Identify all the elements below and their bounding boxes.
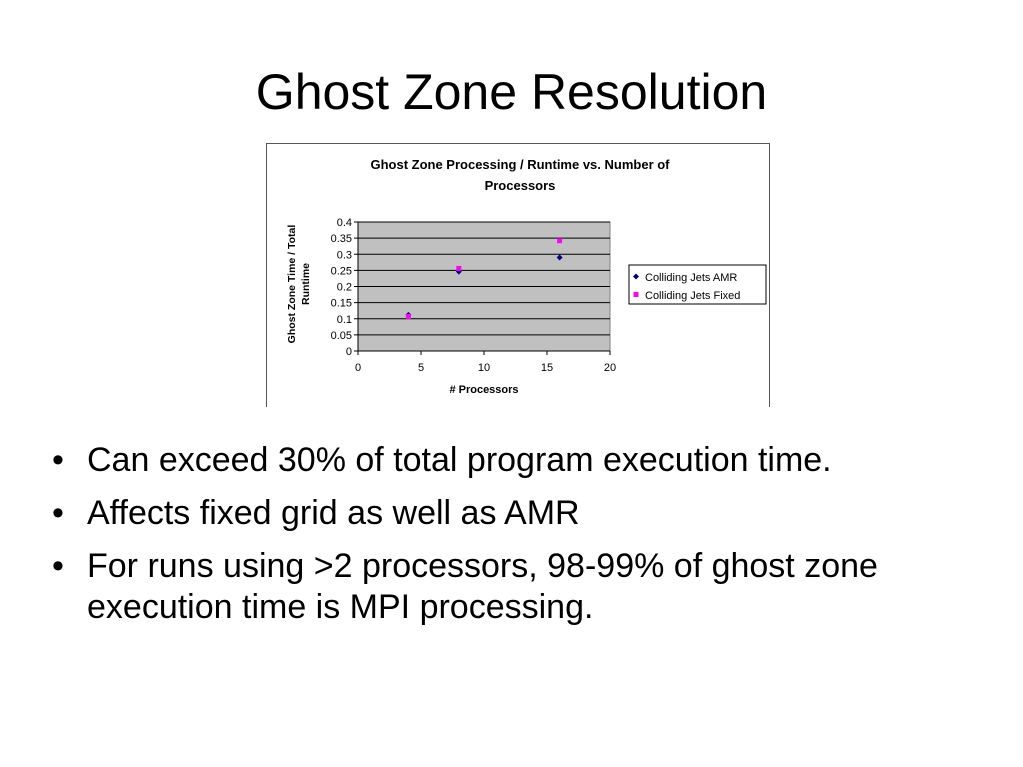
x-tick-labels: 0 5 10 15 20 bbox=[355, 362, 616, 374]
legend-box bbox=[628, 264, 767, 305]
bullet-dot: • bbox=[52, 494, 64, 532]
y-tick-label: 0.25 bbox=[331, 265, 352, 277]
x-tick-label: 5 bbox=[418, 362, 424, 374]
y-axis-label-line-1: Ghost Zone Time / Total bbox=[286, 225, 298, 344]
bullet-list: • Can exceed 30% of total program executi… bbox=[52, 440, 982, 640]
data-point-amr bbox=[556, 254, 563, 261]
y-tick-label: 0.2 bbox=[337, 282, 352, 294]
legend: Colliding Jets AMR Colliding Jets Fixed bbox=[628, 264, 767, 305]
y-tick-label: 0.4 bbox=[337, 217, 352, 229]
y-tick-label: 0.05 bbox=[331, 330, 352, 342]
bullet-text: Can exceed 30% of total program executio… bbox=[87, 441, 832, 479]
bullet-text: Affects fixed grid as well as AMR bbox=[87, 494, 580, 532]
chart-title-line-2: Processors bbox=[485, 178, 556, 193]
x-tick-label: 0 bbox=[355, 362, 361, 374]
legend-marker-amr bbox=[633, 273, 639, 280]
bullet-dot: • bbox=[52, 547, 64, 585]
y-tick-label: 0.3 bbox=[337, 249, 352, 261]
y-tick-label: 0.35 bbox=[331, 233, 352, 245]
y-tick-labels: 0 0.05 0.1 0.15 0.2 0.25 0.3 0.35 0.4 bbox=[331, 217, 352, 358]
x-axis-label: # Processors bbox=[449, 384, 518, 396]
chart-container: Ghost Zone Processing / Runtime vs. Numb… bbox=[266, 143, 770, 407]
grid-lines bbox=[354, 221, 611, 355]
data-point-fixed bbox=[405, 313, 411, 319]
scatter-chart: Ghost Zone Processing / Runtime vs. Numb… bbox=[286, 157, 767, 396]
y-tick-label: 0.15 bbox=[331, 298, 352, 310]
x-tick-label: 15 bbox=[541, 362, 553, 374]
bullet-item: • For runs using >2 processors, 98-99% of… bbox=[52, 546, 982, 628]
y-tick-label: 0 bbox=[346, 346, 352, 358]
legend-label-amr: Colliding Jets AMR bbox=[645, 272, 737, 284]
slide-title: Ghost Zone Resolution bbox=[255, 64, 768, 120]
bullet-item: • Can exceed 30% of total program executi… bbox=[52, 440, 982, 481]
bullet-text: For runs using >2 processors, 98-99% of … bbox=[87, 547, 878, 626]
data-point-fixed bbox=[557, 238, 563, 244]
bullet-item: • Affects fixed grid as well as AMR bbox=[52, 493, 982, 534]
legend-label-fixed: Colliding Jets Fixed bbox=[645, 290, 740, 302]
y-tick-label: 0.1 bbox=[337, 314, 352, 326]
chart-title-line-1: Ghost Zone Processing / Runtime vs. Numb… bbox=[370, 157, 670, 172]
legend-marker-fixed bbox=[633, 292, 639, 297]
bullet-dot: • bbox=[52, 441, 64, 479]
data-point-fixed bbox=[456, 265, 462, 271]
x-tick-label: 10 bbox=[478, 362, 490, 374]
y-axis-label-line-2: Runtime bbox=[300, 263, 312, 305]
x-tick-label: 20 bbox=[604, 362, 616, 374]
data-points bbox=[405, 238, 563, 319]
